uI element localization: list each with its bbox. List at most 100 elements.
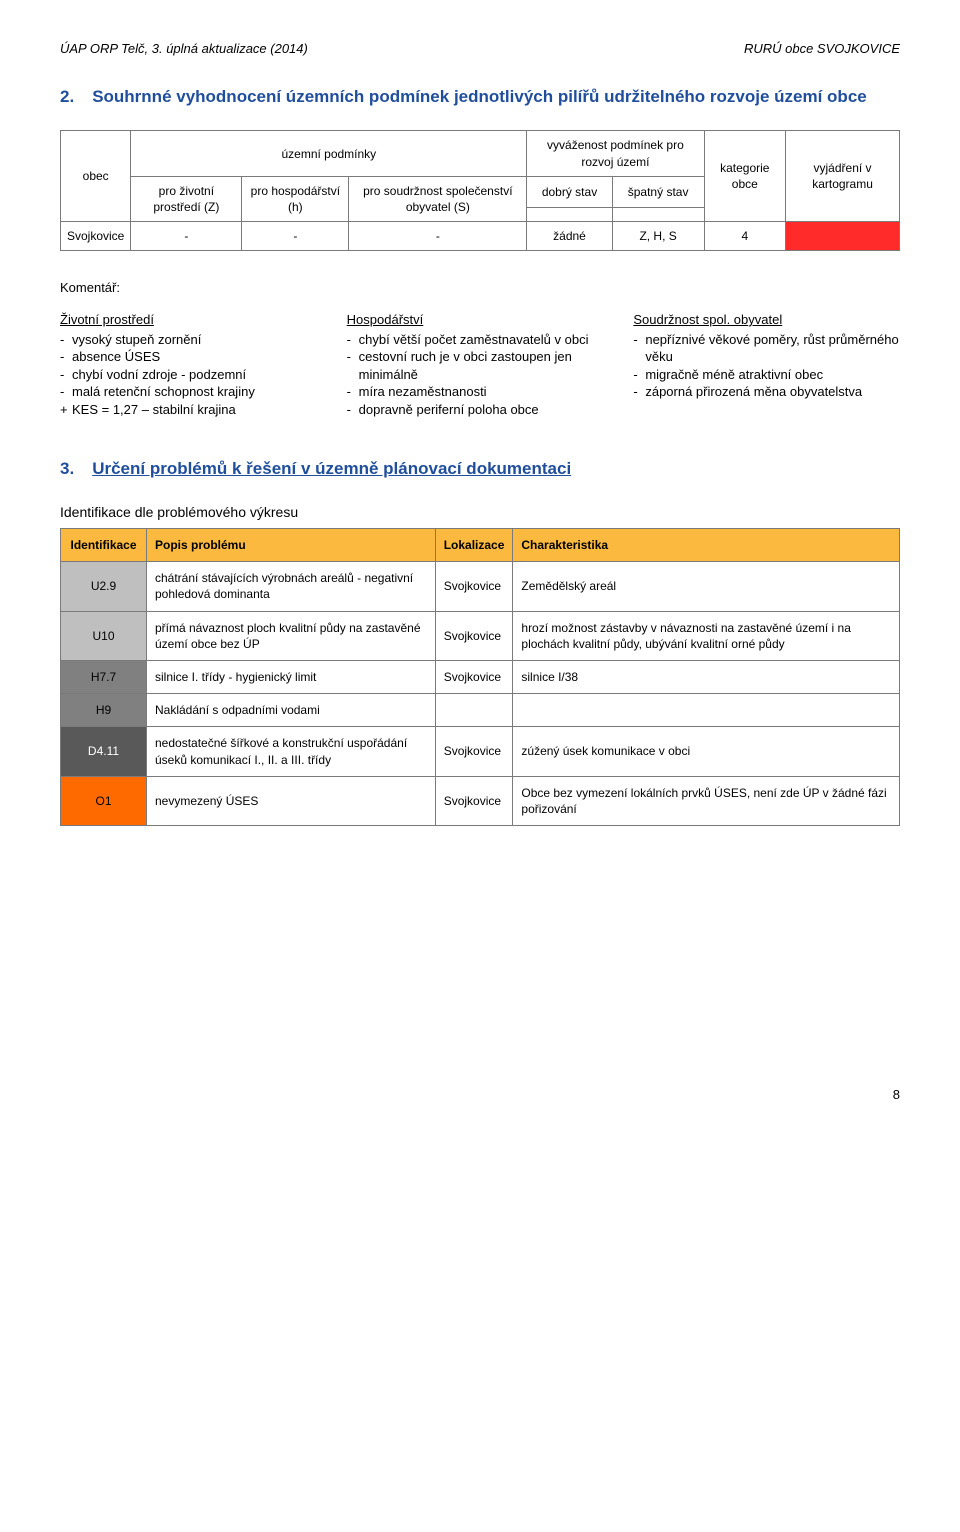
cell-s: - xyxy=(349,222,527,251)
table-row: H9Nakládání s odpadními vodami xyxy=(61,694,900,727)
th-identifikace: Identifikace xyxy=(61,529,147,562)
list-item: -míra nezaměstnanosti xyxy=(347,383,614,401)
cell-popis: chátrání stávajících výrobnách areálů - … xyxy=(147,562,436,611)
header-right: RURÚ obce SVOJKOVICE xyxy=(744,40,900,58)
cell-id: O1 xyxy=(61,776,147,825)
cell-lokalizace: Svojkovice xyxy=(435,661,513,694)
list-item: -chybí vodní zdroje - podzemní xyxy=(60,366,327,384)
comment-columns: Životní prostředí -vysoký stupeň zornění… xyxy=(60,311,900,418)
list-item: -cestovní ruch je v obci zastoupen jen m… xyxy=(347,348,614,383)
th-kategorie: kategorie obce xyxy=(704,131,786,222)
th-uzemni: územní podmínky xyxy=(131,131,527,176)
list-item: -záporná přirozená měna obyvatelstva xyxy=(633,383,900,401)
col-title: Životní prostředí xyxy=(60,311,327,329)
list-item: -malá retenční schopnost krajiny xyxy=(60,383,327,401)
th-vyvaz: vyváženost podmínek pro rozvoj území xyxy=(527,131,704,176)
item-marker: - xyxy=(347,383,359,401)
cell-charakteristika: hrozí možnost zástavby v návaznosti na z… xyxy=(513,611,900,660)
section-3-heading: 3. Určení problémů k řešení v územně plán… xyxy=(60,458,900,481)
item-text: chybí vodní zdroje - podzemní xyxy=(72,366,327,384)
section-2-heading: 2. Souhrnné vyhodnocení územních podmínek… xyxy=(60,86,900,109)
cell-lokalizace: Svojkovice xyxy=(435,727,513,776)
cell-kat: 4 xyxy=(704,222,786,251)
item-text: vysoký stupeň zornění xyxy=(72,331,327,349)
th-dobry: dobrý stav xyxy=(527,176,612,207)
th-vyjadreni: vyjádření v kartogramu xyxy=(786,131,900,222)
section-3-num: 3. xyxy=(60,458,74,481)
item-text: malá retenční schopnost krajiny xyxy=(72,383,327,401)
cell-popis: nevymezený ÚSES xyxy=(147,776,436,825)
cell-obec: Svojkovice xyxy=(61,222,131,251)
cell-charakteristika: zúžený úsek komunikace v obci xyxy=(513,727,900,776)
item-marker: - xyxy=(347,348,359,383)
list-item: -absence ÚSES xyxy=(60,348,327,366)
th-proZ: pro životní prostředí (Z) xyxy=(131,176,242,221)
col-zivotni: Životní prostředí -vysoký stupeň zornění… xyxy=(60,311,327,418)
cell-lokalizace xyxy=(435,694,513,727)
item-text: dopravně periferní poloha obce xyxy=(359,401,614,419)
problems-table: Identifikace Popis problému Lokalizace C… xyxy=(60,528,900,826)
th-charakteristika: Charakteristika xyxy=(513,529,900,562)
cell-spatny: Z, H, S xyxy=(612,222,704,251)
item-text: nepříznivé věkové poměry, růst průměrnéh… xyxy=(645,331,900,366)
cell-charakteristika: Obce bez vymezení lokálních prvků ÚSES, … xyxy=(513,776,900,825)
item-text: KES = 1,27 – stabilní krajina xyxy=(72,401,327,419)
item-text: absence ÚSES xyxy=(72,348,327,366)
header-left: ÚAP ORP Telč, 3. úplná aktualizace (2014… xyxy=(60,40,308,58)
th-proH: pro hospodářství (h) xyxy=(242,176,349,221)
th-proS: pro soudržnost společenství obyvatel (S) xyxy=(349,176,527,221)
page-header: ÚAP ORP Telč, 3. úplná aktualizace (2014… xyxy=(60,40,900,58)
list-item: +KES = 1,27 – stabilní krajina xyxy=(60,401,327,419)
cell-id: H7.7 xyxy=(61,661,147,694)
table-row: U2.9chátrání stávajících výrobnách areál… xyxy=(61,562,900,611)
cell-kartogram xyxy=(786,222,900,251)
cell-popis: přímá návaznost ploch kvalitní půdy na z… xyxy=(147,611,436,660)
col-soudrznost: Soudržnost spol. obyvatel -nepříznivé vě… xyxy=(633,311,900,418)
cell-z: - xyxy=(131,222,242,251)
cell-id: U10 xyxy=(61,611,147,660)
item-marker: - xyxy=(347,331,359,349)
item-marker: - xyxy=(60,366,72,384)
table2-caption: Identifikace dle problémového výkresu xyxy=(60,503,900,522)
list-item: -chybí větší počet zaměstnavatelů v obci xyxy=(347,331,614,349)
cell-id: H9 xyxy=(61,694,147,727)
col-title: Soudržnost spol. obyvatel xyxy=(633,311,900,329)
cell-popis: Nakládání s odpadními vodami xyxy=(147,694,436,727)
section-3-title: Určení problémů k řešení v územně plánov… xyxy=(92,459,571,478)
cell-charakteristika: Zemědělský areál xyxy=(513,562,900,611)
th-popis: Popis problému xyxy=(147,529,436,562)
section-2-num: 2. xyxy=(60,86,74,109)
list-item: -migračně méně atraktivní obec xyxy=(633,366,900,384)
table-row: H7.7silnice I. třídy - hygienický limitS… xyxy=(61,661,900,694)
cell-lokalizace: Svojkovice xyxy=(435,562,513,611)
cell-id: U2.9 xyxy=(61,562,147,611)
table-row: U10přímá návaznost ploch kvalitní půdy n… xyxy=(61,611,900,660)
problems-table-head: Identifikace Popis problému Lokalizace C… xyxy=(61,529,900,562)
col-hospodarstvi: Hospodářství -chybí větší počet zaměstna… xyxy=(347,311,614,418)
cell-dobry: žádné xyxy=(527,222,612,251)
page-number: 8 xyxy=(60,1086,900,1104)
list-item: -vysoký stupeň zornění xyxy=(60,331,327,349)
cell-h: - xyxy=(242,222,349,251)
cell-lokalizace: Svojkovice xyxy=(435,776,513,825)
list-item: -nepříznivé věkové poměry, růst průměrné… xyxy=(633,331,900,366)
item-marker: + xyxy=(60,401,72,419)
table-row: D4.11nedostatečné šířkové a konstrukční … xyxy=(61,727,900,776)
cell-popis: silnice I. třídy - hygienický limit xyxy=(147,661,436,694)
item-text: míra nezaměstnanosti xyxy=(359,383,614,401)
item-marker: - xyxy=(347,401,359,419)
item-marker: - xyxy=(60,348,72,366)
item-text: cestovní ruch je v obci zastoupen jen mi… xyxy=(359,348,614,383)
item-marker: - xyxy=(60,331,72,349)
section-2-title: Souhrnné vyhodnocení územních podmínek j… xyxy=(92,87,867,106)
komentar-label: Komentář: xyxy=(60,279,900,297)
table-row: Svojkovice - - - žádné Z, H, S 4 xyxy=(61,222,900,251)
item-marker: - xyxy=(633,366,645,384)
table-row: O1nevymezený ÚSESSvojkoviceObce bez vyme… xyxy=(61,776,900,825)
col-title: Hospodářství xyxy=(347,311,614,329)
cell-id: D4.11 xyxy=(61,727,147,776)
item-marker: - xyxy=(633,383,645,401)
cell-popis: nedostatečné šířkové a konstrukční uspoř… xyxy=(147,727,436,776)
cell-charakteristika: silnice I/38 xyxy=(513,661,900,694)
balance-table: obec územní podmínky vyváženost podmínek… xyxy=(60,130,900,251)
